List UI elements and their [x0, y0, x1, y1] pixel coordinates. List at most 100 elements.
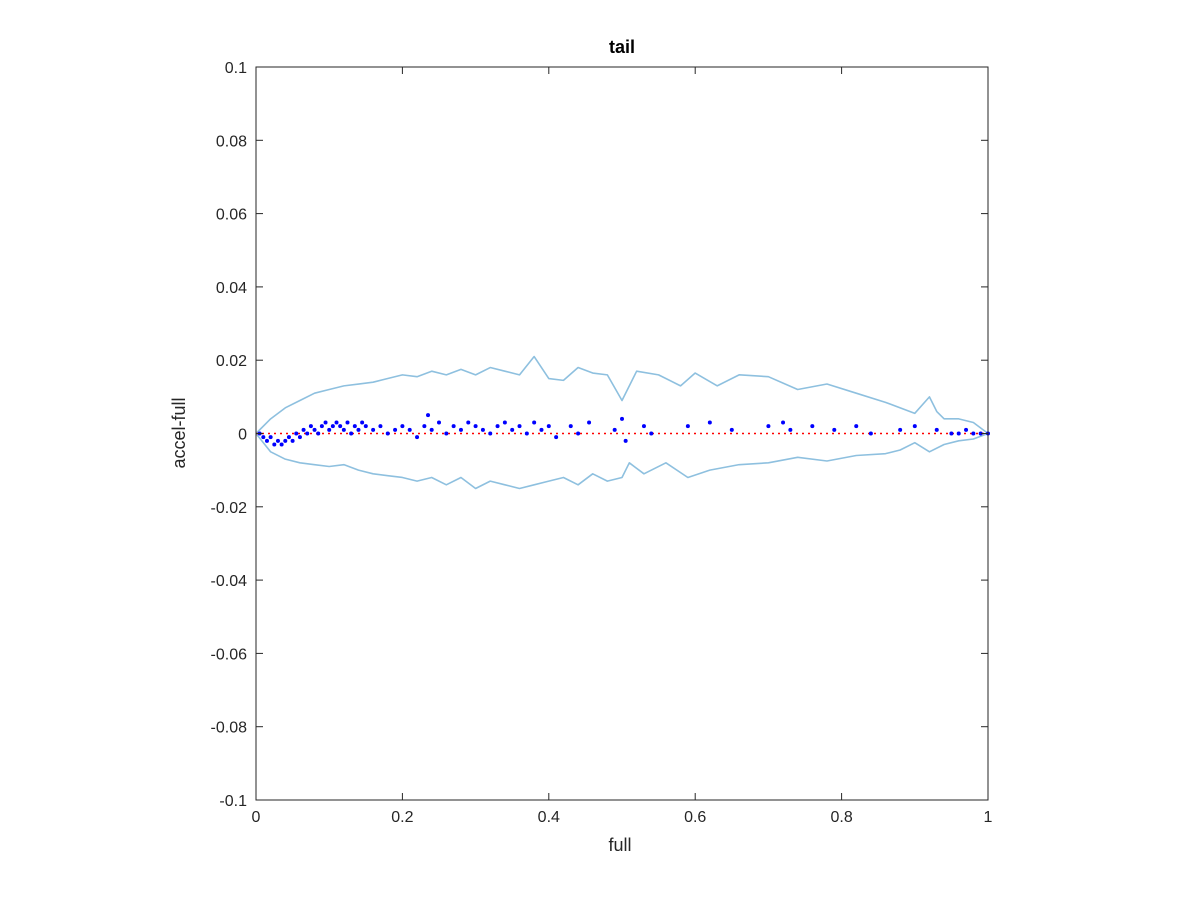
data-point [568, 424, 573, 429]
data-point [495, 424, 500, 429]
data-point [330, 424, 335, 429]
data-point [898, 427, 903, 432]
data-point [437, 420, 441, 425]
data-point [407, 427, 412, 432]
data-point [949, 431, 954, 436]
data-point [400, 424, 405, 429]
data-point [356, 427, 361, 432]
data-point [429, 427, 434, 432]
data-point [345, 420, 350, 425]
data-point [371, 427, 376, 432]
data-point [502, 420, 507, 425]
y-tick-label: -0.04 [211, 573, 248, 590]
data-point [473, 424, 478, 429]
data-point [587, 420, 592, 425]
data-point [305, 431, 310, 436]
data-point [517, 424, 522, 429]
data-point [323, 420, 328, 425]
plot-layer [255, 355, 990, 490]
data-point [810, 424, 815, 429]
data-point [444, 431, 449, 436]
data-point [854, 424, 859, 429]
data-point [338, 424, 343, 429]
x-tick-label: 0.8 [830, 809, 852, 826]
y-tick-label: 0.06 [216, 207, 247, 224]
data-point [316, 431, 321, 436]
y-tick-label: 0.08 [216, 133, 247, 150]
y-tick-label: 0.1 [225, 60, 247, 77]
data-point [415, 435, 420, 440]
data-point [480, 427, 485, 432]
ticks-layer: 0 0.2 0.4 0.6 0.8 1 -0.1 -0.08 -0.06 -0.04 -0.02 0 0… [211, 60, 993, 826]
data-point [546, 424, 551, 429]
data-point [327, 427, 332, 432]
upper-envelope-line [255, 355, 989, 435]
data-point [971, 431, 976, 436]
data-point [334, 420, 339, 425]
data-point [319, 424, 324, 429]
data-point [268, 435, 273, 440]
data-point [286, 435, 291, 440]
data-point [488, 431, 493, 436]
x-axis-label: full [608, 835, 631, 855]
y-tick-label: 0.02 [216, 353, 247, 370]
data-point [576, 431, 581, 436]
data-point [934, 427, 939, 432]
y-tick-label: -0.1 [219, 793, 247, 810]
x-tick-label: 0 [252, 809, 261, 826]
data-point [781, 420, 786, 425]
data-point [554, 435, 559, 440]
data-point [363, 424, 368, 429]
data-point [532, 420, 537, 425]
data-point [264, 438, 269, 443]
data-point [729, 427, 734, 432]
data-point [620, 416, 624, 421]
data-point [352, 424, 357, 429]
data-point [385, 431, 390, 436]
data-point [272, 442, 277, 447]
data-point [788, 427, 793, 432]
data-point [393, 427, 398, 432]
data-point [378, 424, 383, 429]
data-point [912, 424, 917, 429]
data-point [349, 431, 354, 436]
data-point [426, 413, 431, 418]
data-point [422, 424, 427, 429]
data-point [466, 420, 471, 425]
data-point [510, 427, 515, 432]
data-point [641, 424, 646, 429]
data-point [978, 431, 983, 436]
x-tick-label: 0.6 [684, 809, 706, 826]
data-point [832, 427, 837, 432]
data-point [685, 424, 690, 429]
data-point [956, 431, 961, 436]
data-point [279, 442, 284, 447]
data-point [451, 424, 456, 429]
data-point [308, 424, 313, 429]
data-point [612, 427, 617, 432]
lower-envelope-line [255, 432, 989, 490]
data-point [294, 431, 299, 436]
y-axis-label: accel-full [169, 397, 189, 468]
data-point [964, 427, 969, 432]
x-tick-label: 1 [984, 809, 993, 826]
x-tick-label: 0.4 [538, 809, 560, 826]
data-point [290, 438, 295, 443]
data-point [524, 431, 529, 436]
y-tick-label: -0.06 [211, 646, 248, 663]
data-point [766, 424, 771, 429]
chart-title: tail [609, 37, 635, 57]
data-point [312, 427, 317, 432]
data-point [261, 435, 266, 440]
data-point [275, 438, 280, 443]
x-tick-label: 0.2 [391, 809, 413, 826]
data-point [539, 427, 544, 432]
data-point [301, 427, 306, 432]
data-point [649, 431, 654, 436]
data-point [297, 435, 302, 440]
y-tick-label: -0.02 [211, 500, 248, 517]
data-point [360, 420, 365, 425]
data-point [458, 427, 463, 432]
